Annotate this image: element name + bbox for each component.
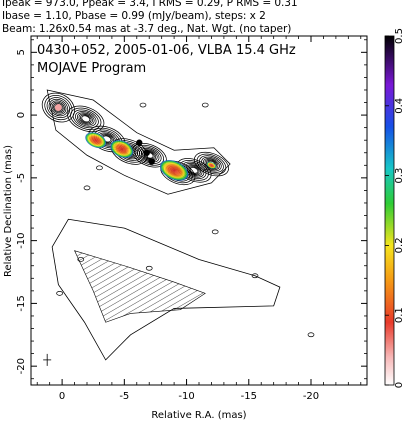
header-line-2: Ibase = 1.10, Pbase = 0.99 (mJy/beam), s… xyxy=(2,10,266,22)
y-tick-label: -20 xyxy=(16,358,27,374)
contour-ring xyxy=(76,112,95,126)
contour-ring xyxy=(81,115,91,123)
contour-ring xyxy=(187,165,201,176)
contour-ring xyxy=(51,101,65,114)
noise-contour xyxy=(139,102,147,108)
colorbar-tick-label: 0.3 xyxy=(394,168,405,184)
lower-panel xyxy=(43,102,315,366)
contour-ring xyxy=(72,109,99,129)
polarization-color-image xyxy=(54,104,217,181)
plot-frame xyxy=(30,35,368,386)
outer-contour xyxy=(46,89,231,195)
contour-ring xyxy=(75,111,97,127)
noise-contour xyxy=(201,102,209,108)
contour-ring xyxy=(46,97,71,119)
contour-ring xyxy=(80,114,92,124)
noise-contour xyxy=(211,229,219,235)
y-tick-label: -10 xyxy=(16,232,27,248)
colorbar-tick-label: 0.5 xyxy=(394,28,405,44)
contour-ring xyxy=(204,159,219,170)
polarized-blob xyxy=(110,140,134,158)
contour-ring xyxy=(140,149,158,162)
contour-ring xyxy=(50,100,67,115)
plot-area xyxy=(41,89,315,366)
polarized-blob xyxy=(85,132,107,149)
contour-ring xyxy=(139,147,160,163)
chart-subtitle: MOJAVE Program xyxy=(37,61,146,76)
colorbar-tick-label: 0.1 xyxy=(394,307,405,323)
contour-ring xyxy=(203,157,220,171)
contour-ring xyxy=(185,164,203,177)
noise-contour xyxy=(56,291,63,296)
saturated-pixel xyxy=(148,158,155,165)
contour-ring xyxy=(134,144,165,166)
y-tick-label: 0 xyxy=(16,112,27,118)
contour-ring xyxy=(193,151,229,177)
contour-ring xyxy=(142,150,157,161)
contour-ring xyxy=(188,166,200,175)
contour-ring xyxy=(196,153,227,175)
contour-ring xyxy=(183,163,205,178)
polarized-blob xyxy=(206,161,217,169)
contour-ring xyxy=(70,107,102,131)
contour-ring xyxy=(78,113,93,125)
noise-contour xyxy=(77,257,85,262)
x-tick-label: -15 xyxy=(241,391,257,402)
noise-contour xyxy=(83,185,91,191)
y-tick-label: 5 xyxy=(16,49,27,55)
core-tint xyxy=(54,104,62,112)
contour-ring xyxy=(199,155,224,173)
noise-contour xyxy=(96,165,103,171)
colorbar xyxy=(384,35,395,386)
saturated-pixel xyxy=(136,139,143,146)
x-tick-label: -10 xyxy=(178,391,194,402)
contour-ring xyxy=(201,156,222,172)
noise-contour xyxy=(307,332,315,338)
colorbar-tick-label: 0 xyxy=(394,382,405,388)
noise-contour xyxy=(145,265,153,271)
x-tick-label: 0 xyxy=(59,391,65,402)
y-axis-ticks: 5 0 -5 -10 -15 -20 xyxy=(16,39,367,380)
x-axis-ticks: 0 -5 -10 -15 -20 xyxy=(36,36,362,402)
header-line-1: Ipeak = 973.0, Ppeak = 3.4, I RMS = 0.29… xyxy=(2,0,298,9)
y-axis-label: Relative Declination (mas) xyxy=(3,145,14,277)
saturated-pixel xyxy=(143,149,150,156)
colorbar-tick-label: 0.4 xyxy=(394,98,405,114)
contour-ring xyxy=(189,167,199,174)
chart-title: 0430+052, 2005-01-06, VLBA 15.4 GHz xyxy=(37,43,296,58)
x-axis-label: Relative R.A. (mas) xyxy=(151,410,246,421)
x-tick-label: -20 xyxy=(303,391,319,402)
header-line-3: Beam: 1.26x0.54 mas at -3.7 deg., Nat. W… xyxy=(2,23,292,35)
contour-ring xyxy=(136,146,162,164)
colorbar-ticks: 0 0.1 0.2 0.3 0.4 0.5 xyxy=(385,28,405,388)
polarized-blob xyxy=(159,159,189,181)
y-tick-label: -15 xyxy=(16,295,27,311)
lower-polarization-vectors xyxy=(74,250,206,323)
noise-contour xyxy=(251,273,259,279)
contour-ring xyxy=(53,102,64,113)
x-tick-label: -5 xyxy=(119,391,129,402)
colorbar-tick-label: 0.2 xyxy=(394,237,405,253)
y-tick-label: -5 xyxy=(16,173,27,183)
